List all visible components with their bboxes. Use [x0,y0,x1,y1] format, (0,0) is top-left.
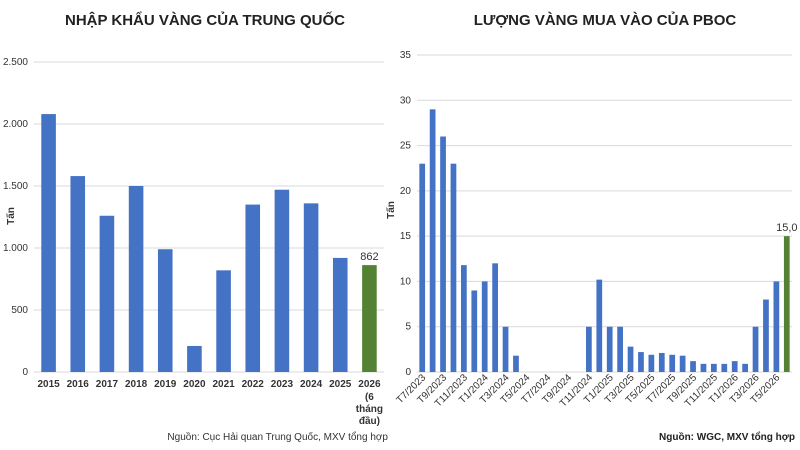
right-bar [492,263,498,372]
right-bar [648,354,655,372]
left-y-tick-label: 2.000 [3,119,28,130]
right-bar [429,109,436,372]
left-bar [187,345,202,372]
left-x-tick-label: 2017 [96,379,119,390]
right-bar [481,281,488,372]
left-x-tick-label: 2026 [358,379,381,390]
right-source: Nguồn: WGC, MXV tổng hợp [659,431,795,443]
left-y-axis-label: Tấn [5,207,17,225]
right-y-tick-label: 20 [400,186,412,197]
right-bar [638,352,644,372]
right-bar [596,279,603,372]
right-bar [627,346,634,372]
right-bar [752,326,759,372]
left-x-tick-note: tháng [356,404,383,415]
left-x-tick-note: đầu) [359,415,380,427]
right-bar [471,290,478,372]
right-bar [440,136,446,372]
left-x-tick-note: (6 [365,392,374,403]
left-source: Nguồn: Cục Hải quan Trung Quốc, MXV tổng… [167,431,388,443]
china-gold-imports-chart: NHẬP KHẨU VÀNG CỦA TRUNG QUỐC Tấn 0 500 1.… [3,11,388,443]
right-bar [669,354,676,372]
left-x-tick-label: 2022 [242,379,265,390]
left-bar [70,176,86,372]
right-data-label: 15,0 [776,222,797,234]
right-bar [658,352,665,372]
right-y-tick-label: 30 [400,95,412,106]
left-bar [216,270,231,372]
left-x-tick-label: 2020 [183,379,206,390]
left-bar [128,186,144,372]
left-bar [41,114,56,372]
right-bars [419,109,790,372]
right-x-ticks: T7/2023T9/2023T11/2023T1/2024T3/2024T5/2… [395,372,783,409]
left-bars [41,114,377,372]
right-bar [763,299,769,372]
left-y-tick-label: 1.500 [3,181,28,192]
left-bar [157,249,173,372]
right-bar [419,163,426,372]
left-x-tick-label: 2025 [329,379,352,390]
right-bar [721,363,728,372]
left-x-tick-label: 2018 [125,379,148,390]
right-y-tick-label: 10 [400,276,412,287]
right-y-tick-label: 15 [400,231,412,242]
right-bar [617,326,623,372]
left-bar [274,189,290,372]
pboc-gold-purchases-chart: LƯỢNG VÀNG MUA VÀO CỦA PBOC Tấn 0 5 10 15 20… [385,11,798,443]
right-bar [700,363,707,372]
right-y-tick-label: 25 [400,141,412,152]
right-bar [450,163,457,372]
left-chart-title: NHẬP KHẨU VÀNG CỦA TRUNG QUỐC [65,11,345,29]
left-x-tick-label: 2016 [67,379,90,390]
right-bar [711,363,717,372]
left-x-ticks: 2015 2016 2017 2018 2019 2020 2021 2022 2023 2024… [37,379,381,390]
right-bar [461,265,467,372]
left-bar [245,204,261,372]
left-x-tick-label: 2024 [300,379,323,390]
right-y-tick-label: 35 [400,50,412,61]
left-y-ticks: 0 500 1.000 1.500 2.000 2.500 [3,57,28,378]
right-y-tick-label: 5 [405,322,411,333]
left-y-tick-label: 2.500 [3,57,28,68]
right-bar [783,236,790,372]
left-x-tick-label: 2015 [37,379,60,390]
right-bar [586,326,592,372]
left-y-tick-label: 500 [11,305,28,316]
left-x-tick-label: 2021 [212,379,235,390]
right-chart-title: LƯỢNG VÀNG MUA VÀO CỦA PBOC [474,11,737,29]
left-bar [303,203,319,372]
left-bar [362,265,377,372]
right-y-axis-label: Tấn [385,201,397,219]
right-bar [513,355,519,372]
left-data-label: 862 [360,251,378,263]
right-bar [679,355,686,372]
left-gridlines [34,61,384,373]
left-y-tick-label: 0 [22,367,28,378]
right-bar [690,361,696,372]
left-x-tick-label: 2023 [271,379,294,390]
right-bar [606,326,613,372]
right-y-tick-label: 0 [405,367,411,378]
right-bar [742,363,748,372]
right-bar [731,361,738,372]
left-bar [99,215,115,372]
left-x-tick-label: 2019 [154,379,177,390]
right-y-ticks: 0 5 10 15 20 25 30 35 [400,50,412,378]
left-y-tick-label: 1.000 [3,243,28,254]
left-bar [332,257,348,372]
right-bar [773,281,780,372]
right-gridlines [417,54,792,373]
right-bar [502,326,509,372]
